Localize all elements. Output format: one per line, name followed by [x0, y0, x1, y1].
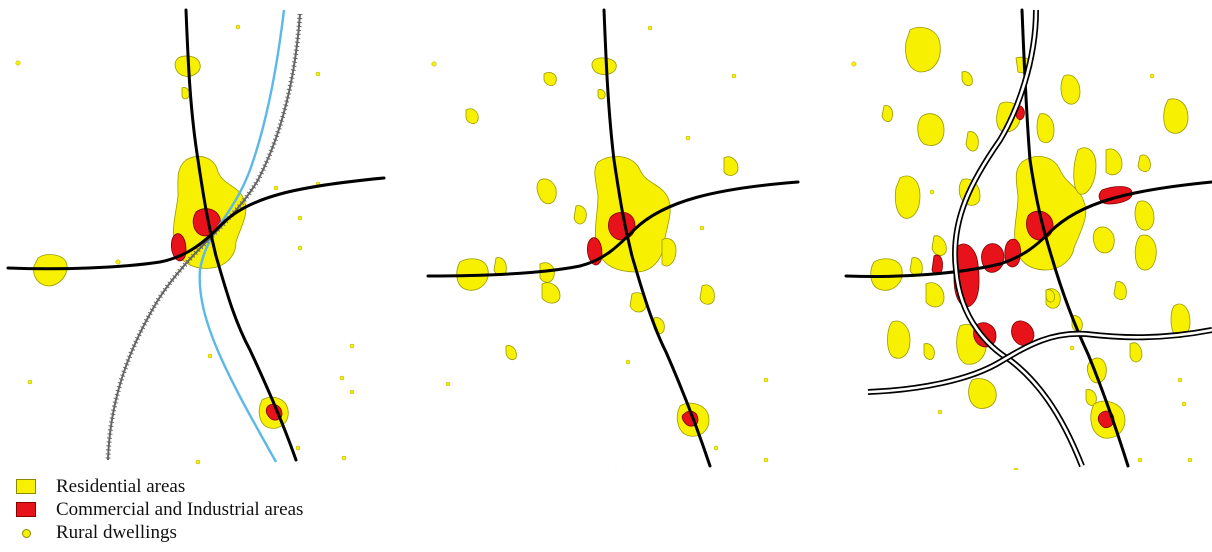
residential-areas	[870, 27, 1191, 439]
residential-area-e1	[1073, 147, 1097, 195]
residential-area-north	[591, 57, 617, 75]
residential-area-s2	[968, 378, 997, 409]
residential-area-ne	[543, 72, 557, 86]
residential-area-w1	[917, 113, 945, 146]
roads	[6, 8, 386, 462]
residential-area-n6	[1036, 113, 1055, 144]
commercial-area-crossroads	[608, 211, 636, 241]
residential-area-n1	[905, 27, 941, 73]
residential-area-w5	[493, 257, 507, 276]
residential-area-center	[594, 156, 671, 273]
legend-label-residential: Residential areas	[56, 476, 186, 497]
legend-item-rural: Rural dwellings	[16, 522, 436, 545]
roads	[844, 8, 1212, 468]
legend-item-commercial: Commercial and Industrial areas	[16, 499, 436, 522]
road-east-west	[426, 180, 800, 278]
residential-area-w7	[541, 282, 561, 304]
residential-area-n3	[1060, 74, 1081, 105]
residential-area-e9	[1045, 289, 1055, 303]
motorway-west-south	[952, 9, 1085, 468]
residential-area-center	[1014, 156, 1087, 271]
motorway-east-west	[867, 327, 1212, 395]
residential-area-w7	[870, 258, 903, 291]
residential-area-w3	[573, 205, 587, 225]
road-east-west	[844, 180, 1212, 278]
residential-area-n4	[961, 71, 973, 86]
residential-area-e5	[1134, 200, 1155, 231]
commercial-swatch-icon	[16, 502, 36, 517]
residential-area-north-small	[181, 87, 190, 100]
residential-area-w2	[881, 105, 893, 122]
rural-dwellings	[431, 25, 769, 470]
residential-area-w1	[465, 108, 479, 124]
residential-area-w6	[931, 235, 947, 256]
residential-area-w3	[965, 131, 979, 152]
residential-areas	[33, 55, 289, 429]
commercial-area-s2	[1011, 320, 1035, 346]
residential-area-e10	[1129, 342, 1143, 363]
residential-area-north-small	[597, 89, 606, 100]
residential-area-s6	[1085, 389, 1097, 406]
residential-area-e8	[1113, 281, 1127, 300]
residential-area-e2	[661, 238, 677, 267]
rural-dwellings	[851, 61, 1193, 470]
residential-area-sw	[505, 345, 517, 360]
road-north-south	[1020, 8, 1130, 468]
residential-area-w11	[923, 343, 935, 360]
residential-area-e3	[699, 284, 715, 305]
residential-area-e6	[1092, 226, 1115, 254]
residential-area-w8	[909, 257, 923, 276]
residential-area-e4	[1163, 98, 1189, 134]
rural-dwelling-dot-icon	[22, 529, 31, 538]
residential-area-w9	[925, 282, 945, 308]
road-east-west	[6, 176, 386, 271]
legend-item-residential: Residential areas	[16, 476, 436, 499]
residential-area-w4	[894, 175, 921, 219]
road-north-south	[184, 8, 298, 462]
railway-line	[105, 13, 303, 461]
roads	[426, 8, 800, 468]
residential-area-w10	[887, 320, 911, 359]
legend-label-commercial: Commercial and Industrial areas	[56, 499, 304, 520]
residential-area-w2	[536, 178, 557, 205]
residential-area-e2	[1105, 148, 1123, 176]
residential-area-e3	[1137, 154, 1151, 172]
map-panel-stage-2	[426, 8, 800, 470]
legend-label-rural: Rural dwellings	[56, 522, 177, 543]
road-north-south	[602, 8, 712, 468]
residential-swatch-icon	[16, 479, 36, 494]
commercial-area-west	[931, 254, 943, 275]
map-panel-stage-1	[6, 8, 386, 465]
residential-area-e1	[723, 156, 739, 176]
residential-area-e7	[1134, 234, 1157, 271]
residential-area-w6	[539, 262, 555, 283]
map-panel-stage-3	[844, 8, 1212, 470]
map-legend: Residential areas Commercial and Industr…	[16, 476, 436, 545]
